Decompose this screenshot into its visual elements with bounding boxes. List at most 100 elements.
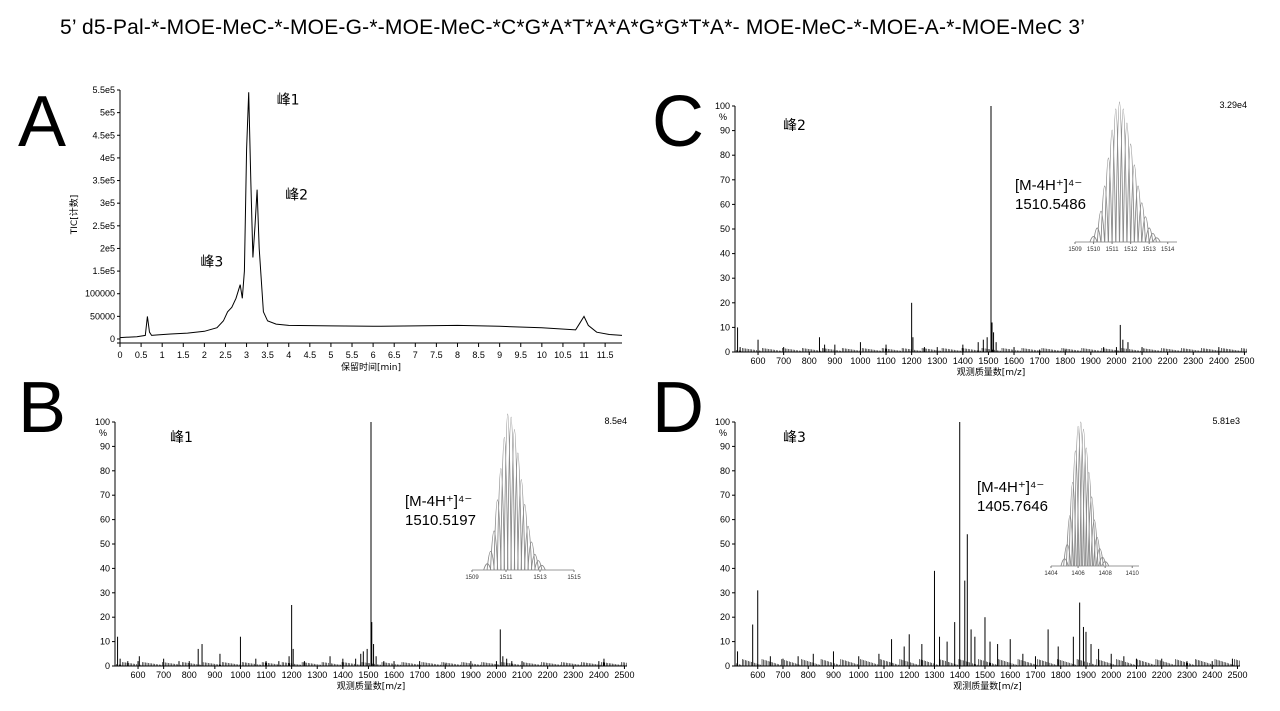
- inset-tick-label: 1404: [1044, 571, 1058, 577]
- ion-mz-c: 1510.5486: [1015, 196, 1086, 213]
- intensity-scale-label: 3.29e4: [1219, 100, 1247, 110]
- isotope-peak: [524, 525, 533, 571]
- x-tick-label: 1.5: [177, 350, 190, 360]
- panel-letter-c: C: [652, 82, 704, 162]
- ion-label-b: [M-4H⁺]⁴⁻: [405, 493, 473, 510]
- y-axis-title: TIC[计数]: [68, 195, 80, 235]
- x-tick-label: 5: [328, 350, 333, 360]
- ion-label-d: [M-4H⁺]⁴⁻: [977, 479, 1045, 496]
- x-tick-label: 1: [160, 350, 165, 360]
- isotope-peak: [510, 429, 519, 571]
- isotope-peak: [1092, 536, 1102, 567]
- y-tick-label: 1.5e5: [92, 266, 115, 276]
- x-tick-label: 2500: [614, 670, 634, 680]
- isotope-peak: [1087, 496, 1096, 567]
- y-tick-label: 50: [720, 539, 730, 549]
- intensity-scale-label: 5.81e3: [1212, 416, 1240, 426]
- isotope-peak: [503, 413, 512, 571]
- isotope-peak: [1104, 157, 1113, 243]
- isotope-peak: [1111, 108, 1120, 243]
- y-tick-label: 100: [715, 417, 730, 427]
- isotope-peak: [1152, 237, 1161, 243]
- isotope-peak: [500, 436, 509, 571]
- isotope-peak: [507, 416, 516, 571]
- y-tick-label: 90: [720, 441, 730, 451]
- x-tick-label: 10: [537, 350, 547, 360]
- x-tick-label: 1700: [410, 670, 430, 680]
- inset-tick-label: 1514: [1161, 247, 1175, 253]
- ion-annotation-b: [M-4H⁺]⁴⁻ 1510.5197: [405, 492, 476, 530]
- x-tick-label: 2300: [1183, 356, 1203, 366]
- x-tick-label: 1100: [874, 670, 893, 680]
- isotope-peak: [483, 563, 492, 571]
- peak-label: 峰1: [277, 92, 300, 108]
- y-tick-label: 90: [720, 126, 730, 136]
- x-tick-label: 0: [117, 350, 122, 360]
- inset-tick-label: 1510: [1087, 247, 1101, 253]
- isotope-peak: [1093, 227, 1102, 243]
- ion-label-c: [M-4H⁺]⁴⁻: [1015, 177, 1083, 194]
- x-tick-label: 800: [802, 356, 817, 366]
- isotope-peak: [486, 550, 495, 571]
- y-tick-label: 60: [720, 199, 730, 209]
- ion-mz-b: 1510.5197: [405, 512, 476, 529]
- x-tick-label: 2000: [1106, 356, 1126, 366]
- x-tick-label: 1000: [230, 670, 250, 680]
- isotope-peak: [537, 564, 546, 571]
- x-axis-title: 观测质量数[m/z]: [337, 680, 406, 692]
- isotope-peak: [1096, 210, 1106, 243]
- isotope-peak: [1101, 561, 1110, 567]
- x-tick-label: 600: [131, 670, 146, 680]
- x-tick-label: 1300: [927, 356, 947, 366]
- x-tick-label: 2100: [1126, 670, 1146, 680]
- x-tick-label: 800: [182, 670, 197, 680]
- x-tick-label: 2000: [1101, 670, 1121, 680]
- x-tick-label: 700: [156, 670, 171, 680]
- spectrum-panel-c: 600 700 800 900 1000 1100 1200 1300 1400 1500 1600…: [715, 100, 1254, 378]
- x-tick-label: 6: [371, 350, 376, 360]
- x-tick-label: 1500: [978, 356, 998, 366]
- inset-tick-label: 1511: [1106, 247, 1120, 253]
- y-tick-label: 30: [720, 588, 730, 598]
- x-axis-title: 保留时间[min]: [341, 361, 401, 373]
- y-tick-label: 0: [725, 661, 730, 671]
- x-tick-label: 1400: [333, 670, 353, 680]
- y-tick-label: 4.5e5: [92, 130, 115, 140]
- x-tick-label: 1100: [876, 356, 895, 366]
- y-tick-label: 20: [720, 298, 730, 308]
- y-axis-unit: %: [99, 428, 107, 438]
- x-tick-label: 1000: [850, 356, 870, 366]
- y-tick-label: 2e5: [100, 243, 115, 253]
- panel-letter-b: B: [18, 368, 67, 448]
- peak-label: 峰3: [200, 255, 223, 271]
- x-tick-label: 1700: [1030, 356, 1050, 366]
- x-tick-label: 2200: [538, 670, 558, 680]
- y-tick-label: 4e5: [100, 153, 115, 163]
- x-tick-label: 3.5: [261, 350, 274, 360]
- y-tick-label: 70: [720, 175, 730, 185]
- panel-letter-a: A: [18, 82, 67, 162]
- isotope-peak: [1126, 143, 1135, 243]
- x-tick-label: 2200: [1158, 356, 1178, 366]
- y-axis-unit: %: [719, 428, 727, 438]
- y-tick-label: 60: [720, 515, 730, 525]
- ion-annotation-c: [M-4H⁺]⁴⁻ 1510.5486: [1015, 176, 1086, 214]
- y-tick-label: 40: [720, 563, 730, 573]
- x-tick-label: 6.5: [388, 350, 401, 360]
- x-tick-label: 600: [750, 670, 765, 680]
- x-tick-label: 1500: [975, 670, 995, 680]
- x-tick-label: 1000: [849, 670, 869, 680]
- isotope-peak: [517, 479, 526, 571]
- spectrum-panel-b: 600 700 800 900 1000 1100 1200 1300 1400 1500 1600…: [95, 413, 634, 692]
- y-tick-label: 50000: [90, 311, 115, 321]
- x-tick-label: 1600: [384, 670, 404, 680]
- isotope-peak: [1119, 108, 1128, 243]
- y-tick-label: 3.5e5: [92, 176, 115, 186]
- x-tick-label: 1600: [1000, 670, 1020, 680]
- y-tick-label: 3e5: [100, 198, 115, 208]
- y-tick-label: 90: [100, 441, 110, 451]
- chromatogram-panel-a: 0 0.5 1 1.5 2 2.5 3 3.5 4 4.5 5 5.5 6 6.5 7 7.5 8 8.5 9 9.5…: [68, 85, 623, 373]
- x-tick-label: 2500: [1234, 356, 1254, 366]
- x-tick-label: 1400: [953, 356, 973, 366]
- x-axis-title: 观测质量数[m/z]: [957, 366, 1026, 378]
